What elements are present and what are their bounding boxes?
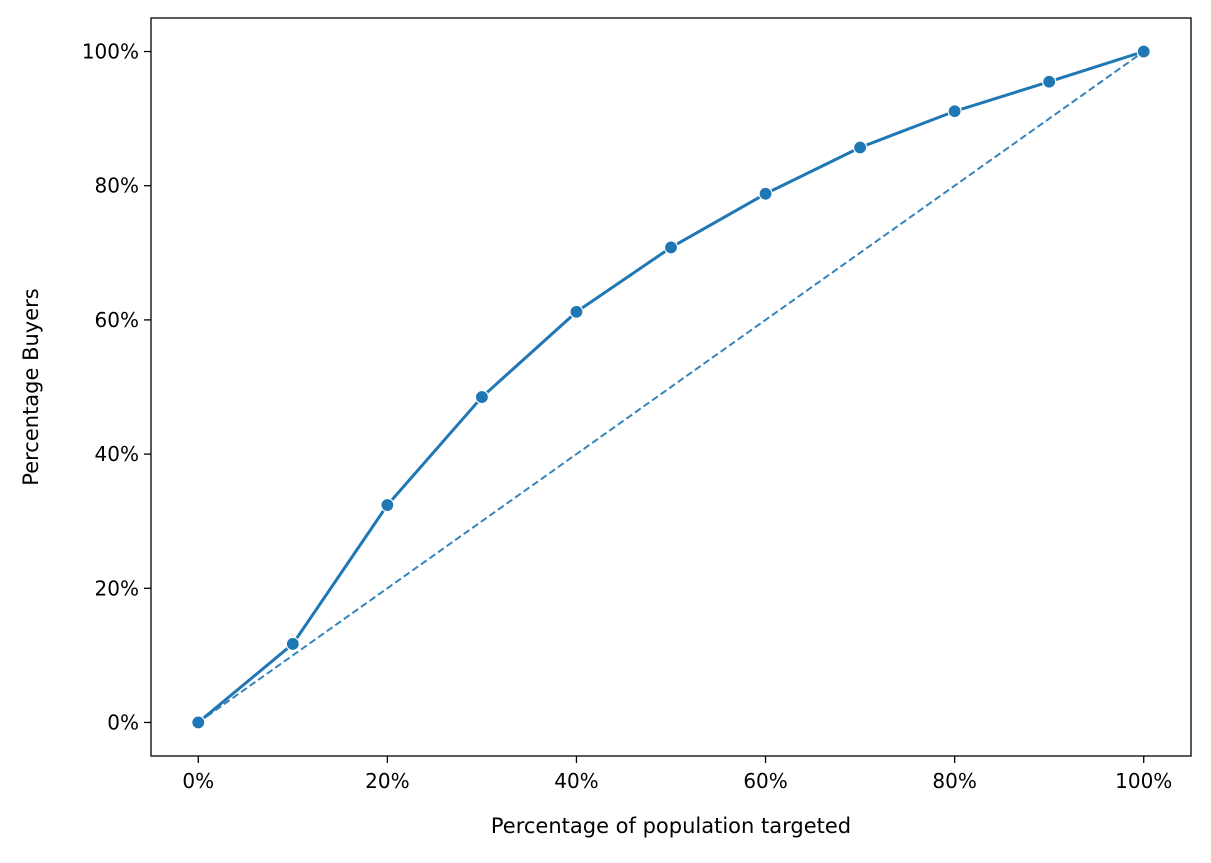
x-axis: 0% 20% 40% 60% 80% 100% [182,756,1172,793]
x-tick-label: 40% [554,769,598,793]
data-point [1136,44,1151,59]
data-point [569,304,584,319]
y-axis-label: Percentage Buyers [19,288,43,485]
y-tick-label: 40% [95,442,139,466]
x-axis-label: Percentage of population targeted [491,814,851,838]
data-point [191,715,206,730]
data-point [1042,74,1057,89]
data-point [663,240,679,255]
plot-marks [191,44,1151,730]
y-tick-label: 100% [82,40,139,64]
x-tick-label: 60% [743,769,787,793]
data-point [947,104,962,119]
plot-frame [150,17,1192,757]
data-point [285,636,300,652]
data-point [758,186,773,201]
y-tick-label: 0% [107,710,139,734]
y-tick-label: 80% [95,174,139,198]
x-tick-label: 100% [1115,769,1172,793]
data-point [474,389,490,405]
data-point [380,497,395,513]
x-tick-label: 0% [182,769,214,793]
x-tick-label: 20% [365,769,409,793]
y-axis: 0% 20% 40% 60% 80% 100% [82,40,151,734]
data-point [852,140,868,155]
y-tick-label: 60% [95,308,139,332]
baseline-dashed-line [197,50,1145,724]
x-tick-label: 80% [932,769,976,793]
y-tick-label: 20% [95,576,139,600]
